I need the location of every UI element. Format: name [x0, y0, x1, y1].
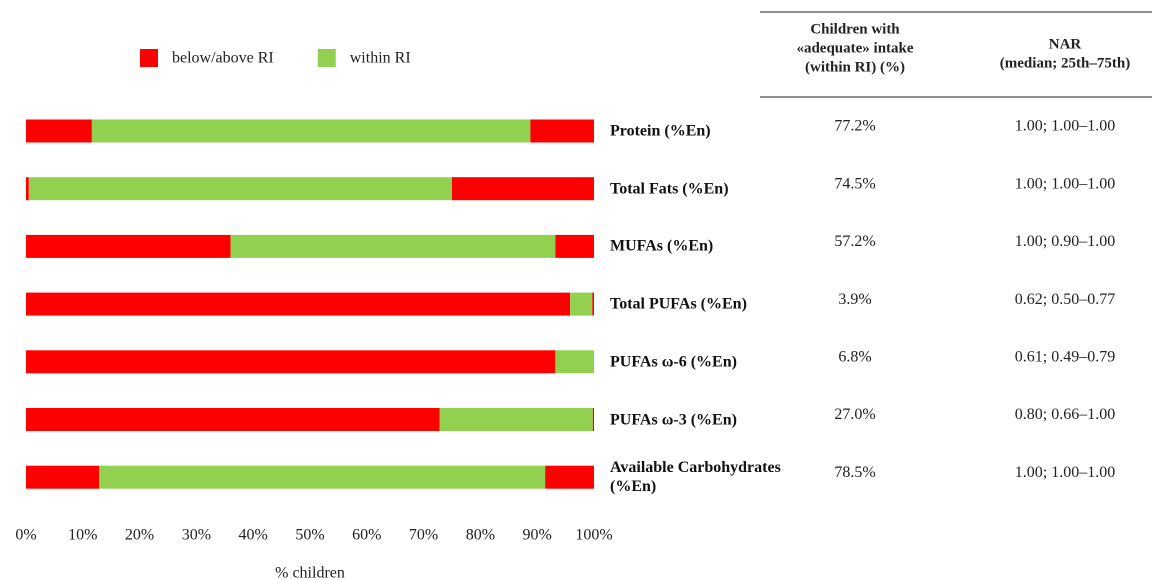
bar-segment [26, 465, 100, 489]
bar-segment [28, 177, 453, 201]
bar-segment [26, 177, 29, 201]
bar-segment [555, 234, 594, 258]
x-tick-label: 60% [352, 527, 381, 544]
category-label: PUFAs ω-6 (%En) [610, 353, 737, 371]
table-cell: 1.00; 1.00–1.00 [1015, 175, 1115, 192]
table-cell: 6.8% [838, 348, 871, 365]
table-header: (median; 25th–75th) [1000, 55, 1130, 71]
x-tick-label: 10% [68, 527, 97, 544]
bar-segment [530, 119, 594, 143]
bar-segment [91, 119, 531, 143]
table-cell: 0.61; 0.49–0.79 [1015, 348, 1115, 365]
x-axis-label: % children [275, 565, 345, 580]
table-cell: 3.9% [838, 291, 871, 308]
table-header: NAR [1049, 36, 1082, 52]
category-label: PUFAs ω-3 (%En) [610, 411, 737, 428]
table-cell: 57.2% [834, 233, 875, 250]
table-cell: 1.00; 1.00–1.00 [1015, 464, 1115, 481]
legend-swatch [317, 49, 336, 67]
x-tick-label: 0% [15, 527, 36, 544]
bar-segment [26, 408, 440, 431]
table-header: Children with [810, 21, 900, 37]
x-tick-label: 40% [239, 527, 268, 544]
x-tick-label: 80% [466, 527, 495, 544]
table-cell: 0.80; 0.66–1.00 [1015, 406, 1115, 423]
table-cell: 1.00; 0.90–1.00 [1015, 233, 1115, 250]
bar-segment [592, 292, 594, 316]
table-cell: 74.5% [834, 175, 875, 192]
x-tick-label: 90% [523, 527, 552, 544]
legend-label: within RI [350, 50, 411, 67]
bar-segment [26, 350, 556, 374]
category-label: Protein (%En) [610, 122, 711, 140]
x-tick-label: 20% [125, 527, 154, 544]
bar-segment [26, 234, 231, 258]
bar-segment [230, 234, 556, 258]
bar-segment [452, 177, 594, 201]
legend-swatch [140, 49, 158, 67]
bar-segment [545, 465, 594, 489]
table-cell: 78.5% [834, 464, 875, 481]
category-label: Total Fats (%En) [610, 180, 729, 198]
category-label: Total PUFAs (%En) [610, 295, 747, 313]
table-cell: 77.2% [834, 118, 875, 135]
category-label: Available Carbohydrates (%En) [610, 459, 781, 496]
bar-segment [570, 292, 593, 316]
legend-label: below/above RI [172, 50, 274, 67]
category-label: MUFAs (%En) [610, 237, 714, 255]
x-tick-label: 30% [182, 527, 211, 544]
table-header: «adequate» intake [796, 40, 913, 56]
bar-segment [592, 408, 594, 431]
table-cell: 1.00; 1.00–1.00 [1015, 118, 1115, 135]
bar-segment [99, 465, 546, 489]
x-tick-label: 50% [295, 527, 324, 544]
bar-segment [26, 119, 92, 143]
bar-segment [439, 408, 593, 431]
table-header: (within RI) (%) [805, 59, 905, 75]
bar-segment [555, 350, 594, 374]
x-tick-label: 70% [409, 527, 438, 544]
table-cell: 0.62; 0.50–0.77 [1015, 291, 1115, 308]
x-tick-label: 100% [575, 527, 612, 544]
bar-segment [26, 292, 571, 316]
table-cell: 27.0% [834, 406, 875, 423]
